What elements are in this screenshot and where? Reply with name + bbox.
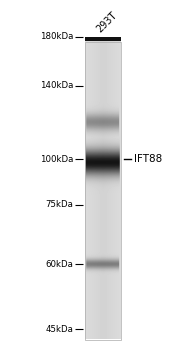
Text: IFT88: IFT88 — [134, 154, 163, 164]
Text: 45kDa: 45kDa — [45, 324, 73, 334]
Text: 60kDa: 60kDa — [45, 260, 73, 269]
Text: 75kDa: 75kDa — [45, 200, 73, 209]
Text: 180kDa: 180kDa — [40, 32, 73, 41]
Bar — [85, 42, 121, 340]
Text: 100kDa: 100kDa — [40, 155, 73, 164]
Text: 293T: 293T — [94, 10, 119, 34]
Text: 140kDa: 140kDa — [40, 81, 73, 90]
Bar — [85, 37, 121, 41]
